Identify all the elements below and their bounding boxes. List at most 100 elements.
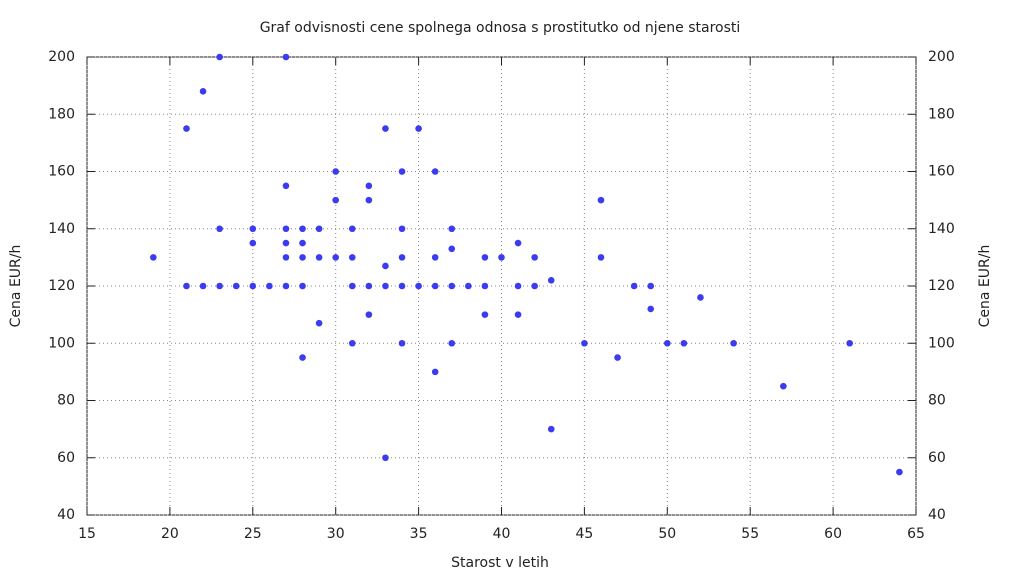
point [183,282,190,290]
point [232,282,240,290]
point [150,254,157,261]
point [299,239,306,247]
point [514,282,522,290]
point [299,282,306,290]
point [664,339,671,347]
point [365,311,373,318]
point [282,182,290,190]
point [315,254,323,261]
point [896,468,903,476]
point [547,425,555,433]
y2-tick-label: 120 [928,278,955,294]
point [348,339,356,347]
point [282,254,290,261]
point [315,319,323,327]
point [332,196,340,204]
point [398,282,406,290]
point [348,225,356,233]
point [216,53,223,61]
x-tick-label: 65 [907,526,925,542]
point [348,282,356,290]
point [282,53,290,61]
point [431,254,439,261]
y-tick-label: 200 [48,49,75,65]
point [465,282,472,290]
y2-tick-label: 40 [928,507,946,523]
point [332,254,340,261]
point [514,239,522,247]
point [630,282,638,290]
point [846,339,853,347]
point [448,245,456,253]
point [199,282,207,290]
point [365,182,373,190]
point [581,339,588,347]
point [249,239,257,247]
point [266,282,273,290]
y-tick-label: 80 [57,393,75,409]
point [415,125,422,132]
y2-tick-label: 160 [928,164,955,180]
point [332,168,340,175]
y-tick-label: 140 [48,221,75,237]
point [282,225,290,233]
point [365,282,373,290]
y-tick-label: 40 [57,507,75,523]
point [597,196,605,204]
point [498,254,505,261]
point [481,311,489,318]
x-tick-label: 15 [78,526,96,542]
chart-title: Graf odvisnosti cene spolnega odnosa s p… [260,20,741,36]
point [299,254,306,261]
point [365,196,373,204]
y-axis-label: Cena EUR/h [8,245,24,328]
y-tick-label: 180 [48,106,75,122]
y2-axis-label: Cena EUR/h [977,245,993,328]
point [697,294,704,301]
point [448,225,456,233]
y2-tick-label: 200 [928,49,955,65]
point [481,282,489,290]
point [249,225,257,233]
x-tick-label: 55 [741,526,759,542]
point [382,454,389,462]
point [382,125,389,132]
x-tick-label: 30 [327,526,345,542]
point [315,225,323,233]
point [249,282,257,290]
point [348,254,356,261]
point [299,225,306,233]
y-tick-label: 160 [48,164,75,180]
point [780,382,787,390]
point [481,254,489,261]
point [382,262,389,270]
x-tick-label: 35 [410,526,428,542]
point [514,311,522,318]
point [183,125,190,132]
point [531,254,538,261]
point [448,282,456,290]
x-tick-label: 60 [824,526,842,542]
point [216,225,223,233]
point [647,305,655,313]
point [398,168,406,175]
x-tick-label: 20 [161,526,179,542]
x-tick-label: 40 [493,526,511,542]
point [647,282,655,290]
point [448,339,456,347]
point [282,282,290,290]
x-tick-label: 50 [658,526,676,542]
point [730,339,737,347]
y-tick-label: 60 [57,450,75,466]
point [382,282,389,290]
point [680,339,688,347]
x-tick-label: 25 [244,526,262,542]
point [431,368,439,376]
point [531,282,538,290]
y2-tick-label: 100 [928,335,955,351]
point [216,282,223,290]
y2-tick-label: 180 [928,106,955,122]
y2-tick-label: 140 [928,221,955,237]
point [597,254,605,261]
